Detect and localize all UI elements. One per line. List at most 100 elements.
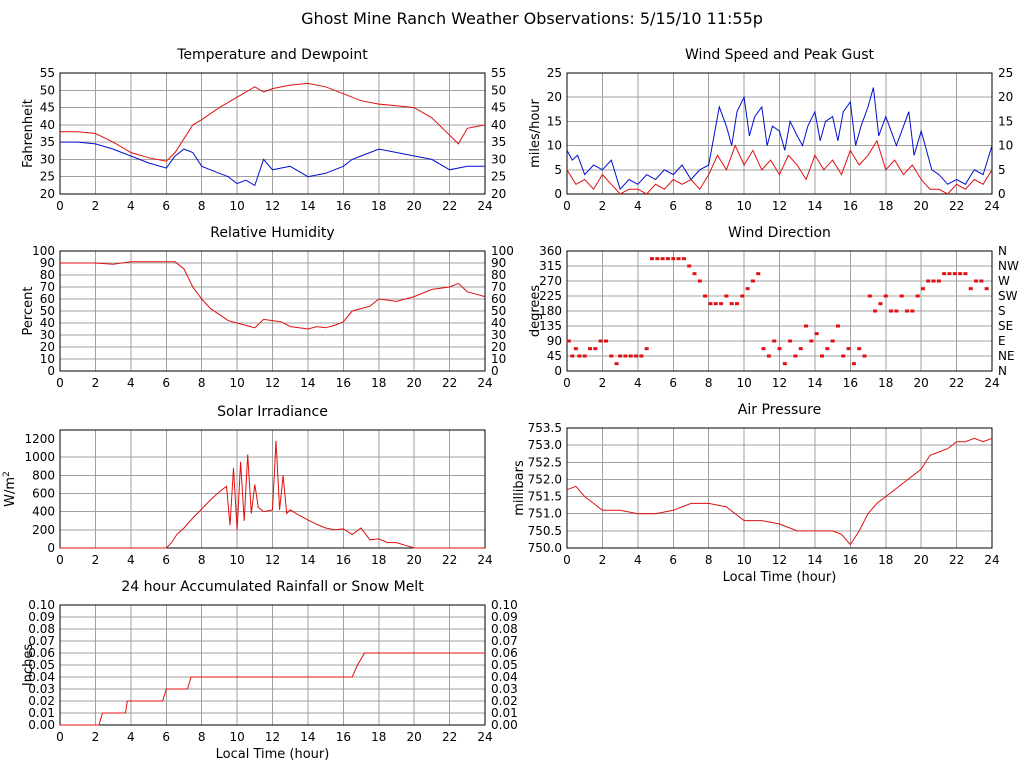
wind-direction-point (835, 324, 840, 328)
series-line-blue (60, 141, 485, 187)
x-tick-label: 12 (265, 730, 280, 744)
wind-direction-point (681, 257, 686, 261)
wind-direction-point (634, 354, 639, 358)
y-tick-label: 40 (40, 118, 55, 132)
wind-direction-point (942, 272, 947, 276)
wind-direction-point (573, 347, 578, 351)
wind-direction-point (920, 287, 925, 291)
wind-direction-point (655, 257, 660, 261)
y-tick-label: 20 (40, 340, 55, 354)
y-tick-label-right: 45 (491, 101, 506, 115)
y-tick-label: 270 (539, 274, 562, 288)
y-tick-label: 753.5 (528, 421, 562, 435)
y-tick-label-right: 60 (491, 292, 506, 306)
x-tick-label: 0 (563, 199, 571, 213)
series-line-red (60, 652, 485, 726)
compass-label: NE (998, 349, 1015, 363)
x-tick-label: 12 (772, 199, 787, 213)
wind-direction-point (614, 362, 619, 366)
x-tick-label: 20 (914, 553, 929, 567)
y-tick-label: 752.5 (528, 455, 562, 469)
wind-direction-point (598, 339, 603, 343)
y-tick-label: 0 (554, 364, 562, 378)
y-tick-label-right: 0 (491, 364, 499, 378)
x-tick-label: 18 (878, 376, 893, 390)
x-tick-label: 22 (442, 376, 457, 390)
y-tick-label-right: 40 (491, 118, 506, 132)
x-tick-label: 8 (705, 376, 713, 390)
x-tick-label: 2 (92, 553, 100, 567)
y-tick-label-right: 0.08 (491, 622, 518, 636)
superscript-2: 2 (2, 471, 12, 477)
y-tick-label: 20 (547, 90, 562, 104)
y-tick-label-right: 100 (491, 244, 514, 258)
page-title: Ghost Mine Ranch Weather Observations: 5… (301, 9, 763, 28)
y-tick-label-right: 0 (998, 187, 1006, 201)
y-tick-label-right: 0.01 (491, 706, 518, 720)
y-tick-label: 20 (40, 187, 55, 201)
wind-direction-point (745, 287, 750, 291)
x-tick-label: 10 (229, 199, 244, 213)
x-tick-label: 8 (198, 376, 206, 390)
y-axis-label: millibars (512, 460, 527, 516)
wind-direction-point (628, 354, 633, 358)
x-axis-label: Local Time (hour) (216, 747, 330, 762)
y-tick-label: 10 (40, 352, 55, 366)
x-tick-label: 24 (984, 199, 999, 213)
x-tick-label: 14 (807, 553, 822, 567)
y-tick-label: 0.09 (28, 610, 55, 624)
y-tick-label: 752.0 (528, 472, 562, 486)
x-tick-label: 20 (407, 199, 422, 213)
x-axis-label: Local Time (hour) (723, 570, 837, 585)
y-tick-label: 25 (547, 66, 562, 80)
wind-direction-point (830, 339, 835, 343)
x-tick-label: 20 (914, 376, 929, 390)
wind-direction-point (782, 362, 787, 366)
series-line-red (60, 440, 485, 549)
x-tick-label: 4 (127, 199, 135, 213)
y-tick-label: 15 (547, 114, 562, 128)
y-tick-label-right: 40 (491, 316, 506, 330)
x-tick-label: 4 (127, 553, 135, 567)
x-tick-label: 0 (56, 553, 64, 567)
y-tick-label: 1000 (24, 450, 55, 464)
x-tick-label: 10 (736, 199, 751, 213)
x-tick-label: 24 (477, 376, 492, 390)
x-tick-label: 10 (229, 730, 244, 744)
y-tick-label: 750.5 (528, 524, 562, 538)
x-tick-label: 14 (807, 376, 822, 390)
y-tick-label: 100 (32, 244, 55, 258)
y-tick-label-right: 20 (998, 90, 1013, 104)
y-tick-label: 360 (539, 244, 562, 258)
wind-direction-point (825, 347, 830, 351)
y-tick-label-right: 0.06 (491, 646, 518, 660)
wind-direction-point (979, 279, 984, 283)
plot-frame (59, 250, 486, 372)
y-tick-label-right: 10 (491, 352, 506, 366)
x-tick-label: 20 (407, 376, 422, 390)
y-tick-label: 50 (40, 83, 55, 97)
wind-direction-point (873, 309, 878, 313)
y-tick-label-right: 0.00 (491, 718, 518, 732)
chart-title: 24 hour Accumulated Rainfall or Snow Mel… (121, 579, 424, 595)
y-tick-label: 90 (547, 334, 562, 348)
y-tick-label: 0.06 (28, 646, 55, 660)
y-tick-label: 0.08 (28, 622, 55, 636)
chart-rain: 24 hour Accumulated Rainfall or Snow Mel… (21, 579, 518, 762)
y-tick-label-right: 20 (491, 340, 506, 354)
y-tick-label: 90 (40, 256, 55, 270)
wind-direction-point (623, 354, 628, 358)
y-tick-label: 45 (40, 101, 55, 115)
wind-direction-point (719, 302, 724, 306)
x-tick-label: 16 (336, 730, 351, 744)
y-tick-label-right: 30 (491, 152, 506, 166)
wind-direction-point (588, 347, 593, 351)
chart-title: Temperature and Dewpoint (176, 47, 368, 63)
x-tick-label: 18 (371, 553, 386, 567)
plot-frame (566, 427, 993, 549)
x-tick-label: 0 (56, 376, 64, 390)
wind-direction-point (947, 272, 952, 276)
plot-frame (59, 604, 486, 726)
x-tick-label: 24 (477, 730, 492, 744)
wind-direction-point (729, 302, 734, 306)
